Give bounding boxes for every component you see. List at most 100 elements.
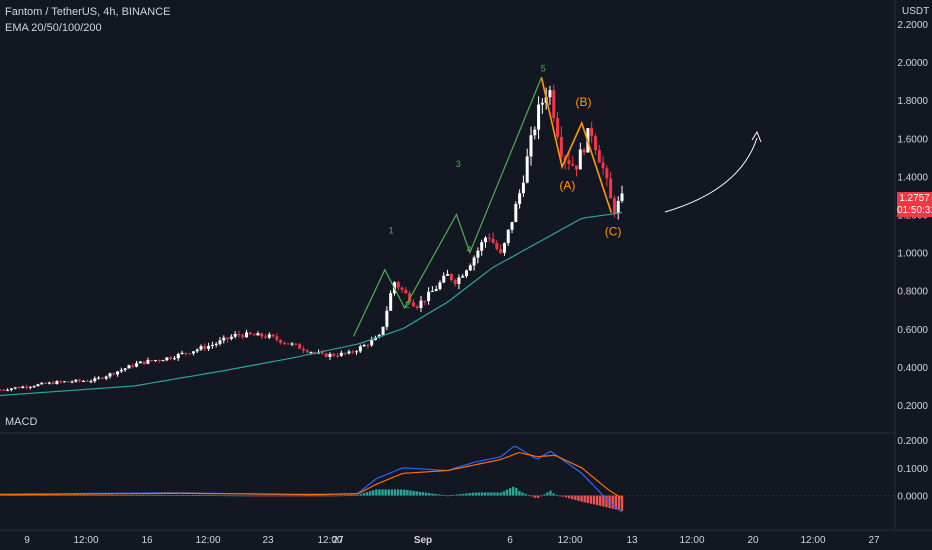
macd-histogram-bar <box>132 494 135 496</box>
candle-body <box>275 336 279 340</box>
macd-histogram-bar <box>157 494 160 496</box>
macd-histogram-bar <box>210 495 213 497</box>
macd-histogram-bar <box>163 494 167 496</box>
price-tick-label: 0.2000 <box>897 401 928 412</box>
macd-histogram-bar <box>337 495 341 497</box>
macd-histogram-bar <box>54 494 58 496</box>
candle-body <box>324 353 328 358</box>
candle-body <box>123 368 127 370</box>
candle-body <box>25 386 29 388</box>
macd-histogram-bar <box>577 495 580 501</box>
macd-histogram-bar <box>353 495 356 496</box>
candle-body <box>131 365 135 367</box>
candle-body <box>9 388 13 390</box>
candle-body <box>506 229 510 244</box>
candle-body <box>309 352 313 354</box>
last-price-tag: 1.2757 01:50:31 <box>897 192 932 217</box>
candle-body <box>154 360 158 362</box>
price-grid <box>0 0 896 530</box>
macd-histogram-bar <box>518 491 521 496</box>
macd-histogram-bar <box>359 494 362 496</box>
candle-body <box>567 160 571 165</box>
macd-histogram-bar <box>281 495 285 497</box>
macd-histogram-bar <box>222 495 226 497</box>
candle-body <box>582 149 586 153</box>
candle-body <box>195 349 199 352</box>
candle-body <box>180 352 184 354</box>
time-tick-label: 27 <box>868 535 880 546</box>
candle-body <box>430 291 434 293</box>
macd-histogram-bar <box>427 493 431 496</box>
macd-histogram-bar <box>443 495 446 496</box>
wave-label: (B) <box>576 95 592 109</box>
wave-label: 2 <box>405 300 410 310</box>
macd-histogram-bar <box>325 495 328 497</box>
macd-histogram-bar <box>322 495 325 497</box>
macd-histogram-bar <box>29 494 33 496</box>
wave-label: (A) <box>559 179 575 193</box>
macd-histogram-bar <box>61 494 64 496</box>
candle-body <box>472 257 476 266</box>
price-tick-label: 0.4000 <box>897 363 928 374</box>
macd-histogram-bar <box>232 495 235 497</box>
macd-histogram-bar <box>129 494 132 496</box>
time-tick-label: 12:00 <box>557 535 582 546</box>
macd-histogram-bar <box>36 494 39 496</box>
macd-histogram-bar <box>368 491 372 496</box>
macd-label[interactable]: MACD <box>5 416 38 428</box>
candle-body <box>248 332 252 335</box>
price-tick-label: 1.6000 <box>897 134 928 145</box>
macd-histogram-bar <box>8 494 11 496</box>
candle-body <box>446 273 450 276</box>
macd-histogram-bar <box>505 489 509 496</box>
macd-histogram-bar <box>82 494 86 496</box>
macd-histogram-bar <box>17 494 20 496</box>
macd-histogram-bar <box>0 494 2 496</box>
indicator-legend[interactable]: EMA 20/50/100/200 <box>5 22 102 34</box>
macd-histogram-bar <box>381 489 384 496</box>
macd-pane <box>0 445 895 513</box>
macd-histogram-bar <box>45 494 48 496</box>
macd-histogram-bar <box>499 492 502 496</box>
macd-histogram-bar <box>92 494 95 496</box>
macd-histogram-bar <box>396 489 400 496</box>
candle-body <box>434 288 438 292</box>
macd-histogram-bar <box>490 492 493 496</box>
macd-histogram-bar <box>415 491 418 496</box>
candle-body <box>415 306 419 308</box>
candle-body <box>119 369 123 372</box>
macd-histogram-bar <box>48 494 51 496</box>
macd-histogram-bar <box>303 495 306 497</box>
candle-body <box>214 343 218 345</box>
candle-body <box>28 386 32 388</box>
candle-body <box>294 343 298 345</box>
macd-histogram-bar <box>524 493 527 496</box>
macd-histogram-bar <box>247 495 251 497</box>
macd-histogram-bar <box>225 495 229 497</box>
macd-histogram-bar <box>344 495 347 497</box>
candle-body <box>419 300 423 308</box>
macd-histogram-bar <box>169 494 173 496</box>
candle-body <box>51 382 55 385</box>
macd-histogram-bar <box>148 494 151 496</box>
macd-histogram-bar <box>141 494 145 496</box>
macd-histogram-bar <box>378 489 381 496</box>
candle-body <box>358 346 362 352</box>
candle-body <box>411 302 415 307</box>
macd-histogram-bar <box>64 494 67 496</box>
macd-histogram-bar <box>306 495 310 497</box>
candle-body <box>525 156 529 183</box>
candle-body <box>85 380 89 382</box>
macd-histogram-bar <box>424 492 428 496</box>
signal-line <box>0 451 623 499</box>
time-tick-label: 23 <box>262 535 274 546</box>
candle-body <box>237 334 241 336</box>
candle-body <box>476 250 480 258</box>
candle-body <box>487 237 491 239</box>
candle-body <box>112 373 116 375</box>
candle-body <box>279 339 283 343</box>
chart-title: Fantom / TetherUS, 4h, BINANCE <box>5 6 171 18</box>
candle-body <box>339 352 343 356</box>
